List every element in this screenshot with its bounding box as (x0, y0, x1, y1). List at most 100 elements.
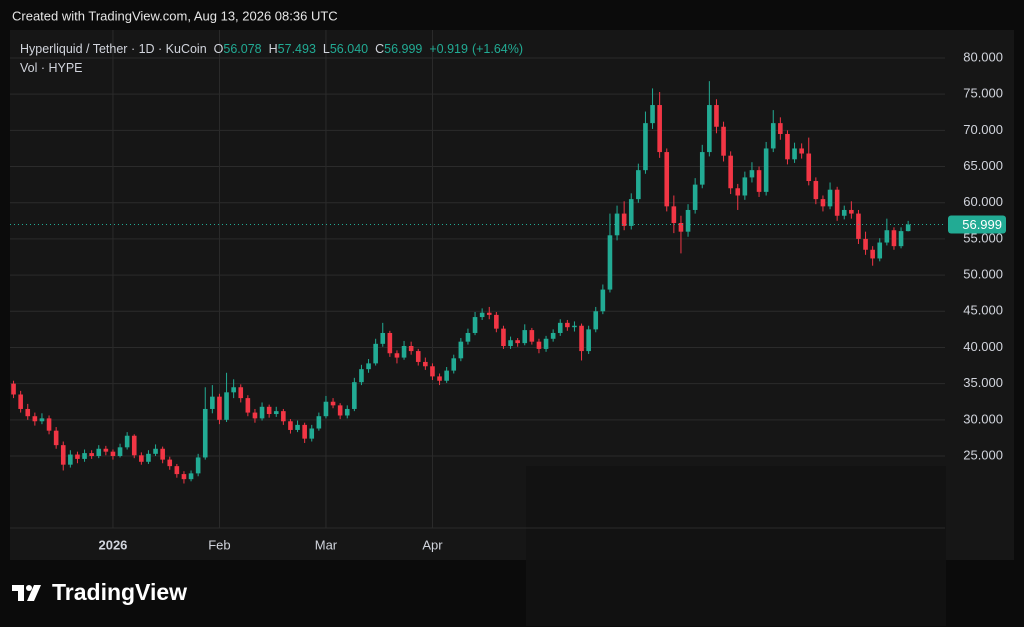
created-note: Created with TradingView.com, Aug 13, 20… (12, 8, 338, 23)
candle-body (508, 340, 513, 347)
candle-body (728, 155, 733, 189)
candle-body (266, 406, 272, 415)
candle-body (898, 231, 904, 247)
candle-body (430, 366, 435, 377)
candle-body (46, 418, 52, 431)
candle-body (543, 338, 549, 349)
candle-body (494, 314, 499, 329)
candle-body (515, 340, 520, 344)
candle-body (60, 445, 66, 465)
legend-row: Hyperliquid / Tether · 1D · KuCoin O56.07… (20, 40, 523, 59)
last-price-label: 56.999 (962, 217, 1002, 232)
candle-body (891, 230, 897, 247)
candle-body (202, 408, 208, 458)
candle-body (472, 317, 478, 333)
candle-body (749, 170, 755, 178)
candle-body (586, 329, 591, 352)
candle-body (181, 474, 187, 480)
last-price-box (948, 215, 1006, 234)
legend: Hyperliquid / Tether · 1D · KuCoin O56.07… (20, 40, 523, 78)
candle-body (529, 330, 535, 342)
candle-body (401, 346, 407, 358)
candle-body (153, 448, 158, 454)
candle-body (238, 387, 244, 399)
y-tick-label: 35.000 (963, 375, 1003, 390)
candle-body (806, 153, 812, 182)
x-tick-label: 2026 (98, 537, 127, 552)
symbol-title: Hyperliquid / Tether · 1D · KuCoin (20, 42, 207, 56)
candle-body (11, 383, 16, 395)
grid (10, 30, 945, 528)
candle-body (735, 188, 741, 196)
ohlc-key: O (213, 42, 224, 56)
candle-body (522, 330, 528, 344)
volume-label: Vol · HYPE (20, 61, 83, 75)
candle-body (131, 435, 137, 456)
candle-body (778, 123, 783, 134)
candle-body (344, 408, 350, 416)
candle-body (89, 453, 94, 456)
candle-body (600, 289, 606, 312)
candle-body (273, 411, 279, 415)
candle-body (394, 353, 400, 358)
candle-body (39, 418, 45, 422)
candle-body (32, 416, 38, 422)
candle-body (763, 148, 769, 192)
candle-body (451, 358, 457, 371)
candle-body (813, 181, 819, 200)
candle-body (550, 332, 556, 339)
candle-body (486, 312, 492, 315)
ohlc: O56.078 H57.493 L56.040 C56.999 +0.919 (+1.64… (207, 42, 523, 56)
candle-body (636, 170, 641, 200)
y-tick-label: 55.000 (963, 230, 1003, 245)
ohlc-value: 56.999 (384, 42, 423, 56)
candle-body (309, 428, 315, 439)
y-tick-label: 50.000 (963, 267, 1003, 282)
candle-body (18, 394, 23, 409)
candle-body (849, 209, 854, 214)
ohlc-key: L (322, 42, 330, 56)
candle-body (465, 332, 471, 342)
y-tick-label: 75.000 (963, 86, 1003, 101)
candle-body (870, 249, 875, 259)
candle-body (366, 363, 371, 370)
ohlc-value: 56.078 (223, 42, 262, 56)
candle-body (756, 170, 762, 192)
candle-body (373, 343, 378, 364)
blur-overlay (526, 466, 946, 626)
candle-body (217, 396, 222, 420)
candle-body (259, 406, 265, 419)
candle-body (863, 238, 868, 250)
y-tick-label: 40.000 (963, 339, 1003, 354)
candle-body (905, 224, 911, 232)
candle-body (82, 453, 87, 459)
brand: TradingView (52, 579, 187, 605)
candle-body (408, 346, 414, 352)
candle-body (110, 451, 116, 456)
candle-body (664, 152, 670, 207)
candle-body (628, 199, 634, 226)
candle-body (557, 322, 563, 333)
candle-body (96, 448, 102, 456)
candle-body (380, 332, 386, 344)
candle-body (188, 473, 194, 480)
candle-body (579, 325, 584, 352)
y-tick-label: 65.000 (963, 158, 1003, 173)
candle-body (415, 351, 421, 362)
y-tick-label: 30.000 (963, 411, 1003, 426)
candle-body (593, 311, 599, 330)
change: +0.919 (429, 42, 468, 56)
candle-body (117, 447, 123, 456)
candle-body (721, 126, 726, 156)
candle-body (856, 213, 861, 239)
candle-body (458, 341, 464, 359)
y-tick-label: 60.000 (963, 194, 1003, 209)
candle-body (288, 421, 293, 430)
candle-body (444, 370, 449, 381)
candle-body (884, 230, 890, 243)
candle-body (160, 448, 165, 460)
candle-body (714, 105, 719, 127)
candle-body (337, 405, 343, 416)
candle-body (210, 396, 215, 409)
